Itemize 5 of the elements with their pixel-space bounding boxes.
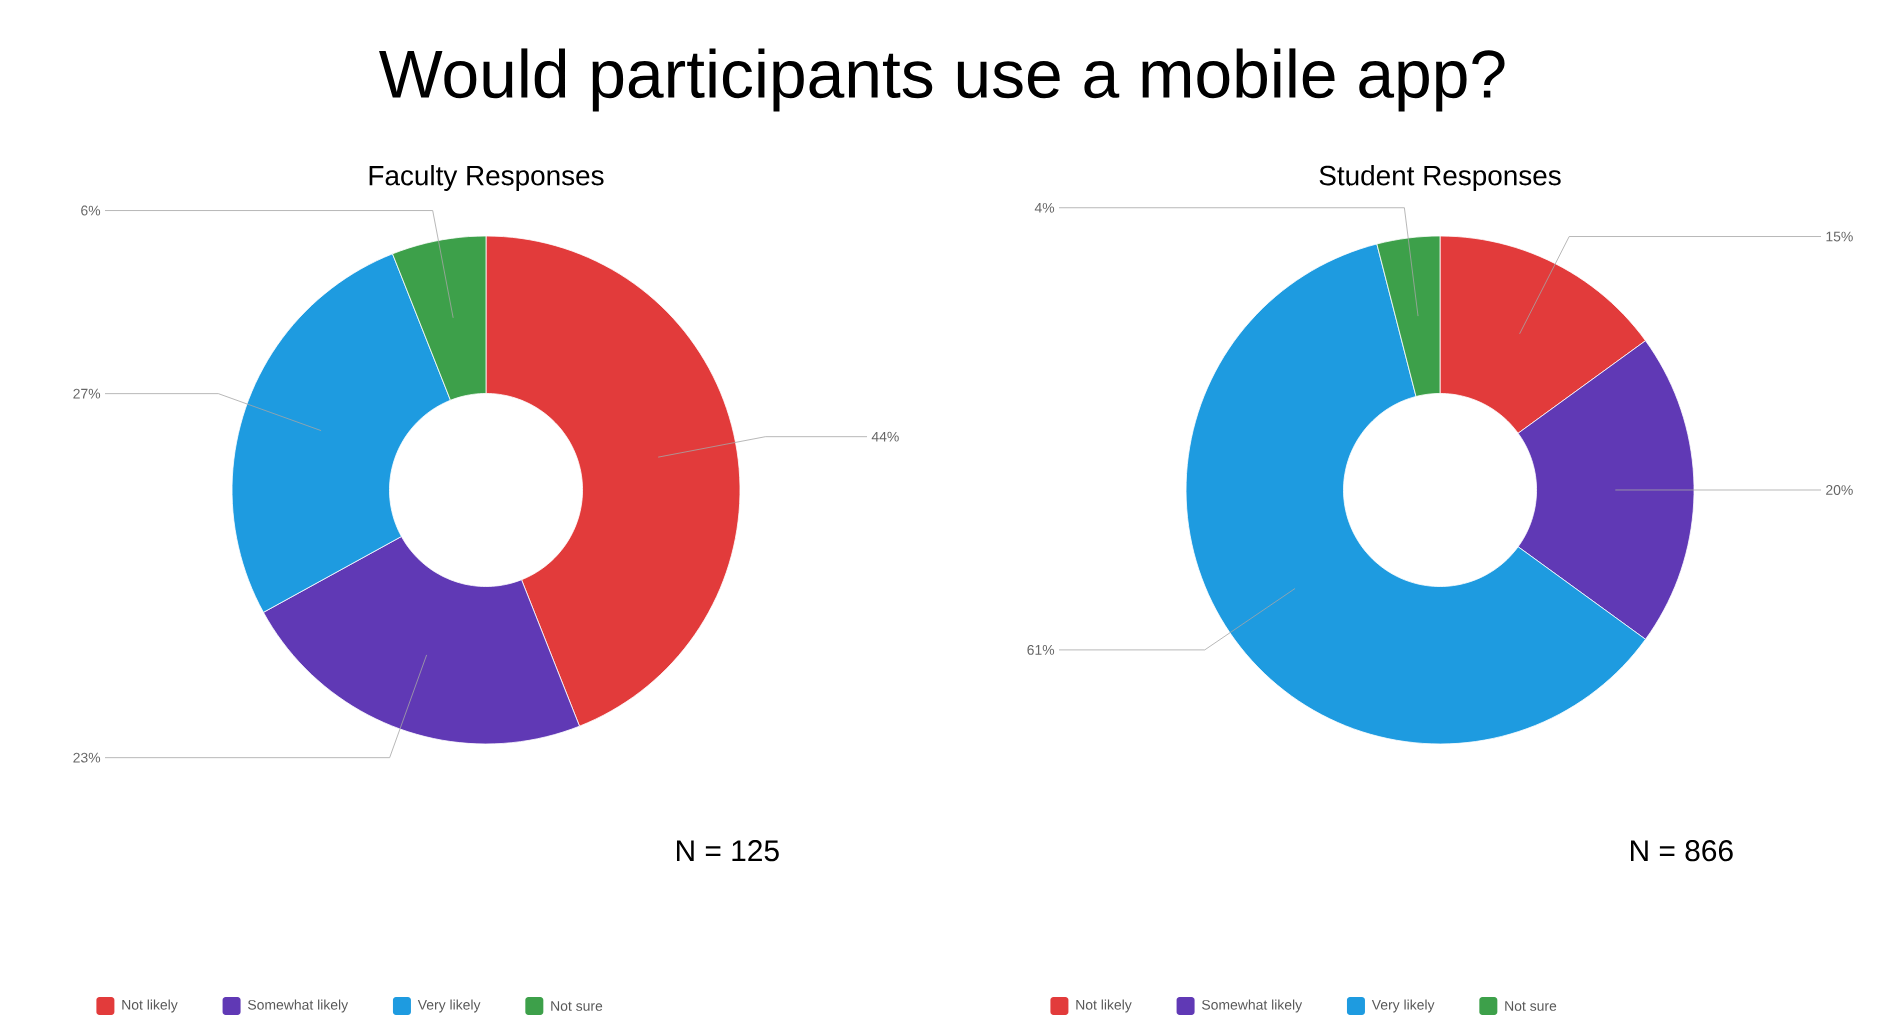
- chart-subtitle: Faculty Responses: [369, 164, 604, 191]
- chart-subtitle: Student Responses: [1319, 164, 1561, 191]
- text: N = 125: [676, 840, 779, 862]
- chart-title: Would participants use a mobile app?: [379, 48, 1505, 112]
- text: N = 866: [1631, 840, 1733, 862]
